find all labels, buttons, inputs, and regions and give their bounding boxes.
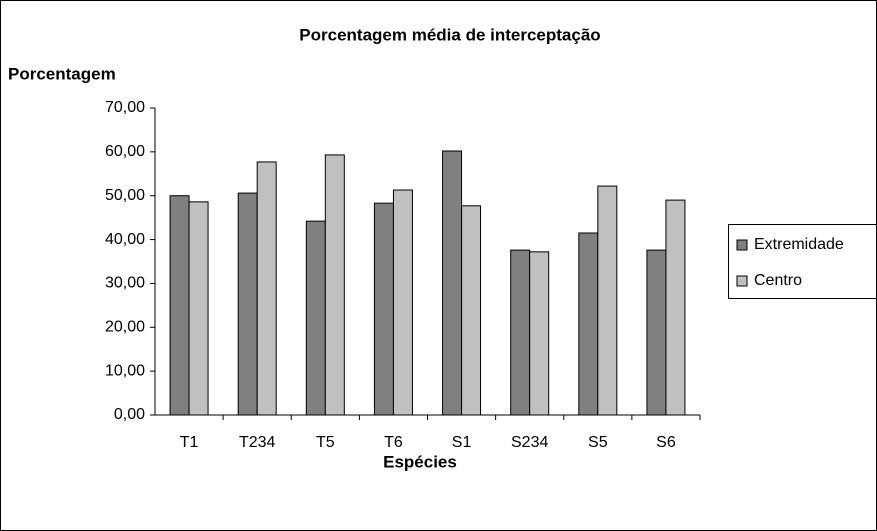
x-tick-label: S234 bbox=[511, 434, 548, 451]
y-tick-label: 70,00 bbox=[105, 99, 145, 116]
bar bbox=[442, 150, 463, 416]
x-tick-label: S5 bbox=[588, 434, 608, 451]
x-tick-label: T5 bbox=[316, 434, 335, 451]
legend-label: Extremidade bbox=[754, 236, 844, 253]
x-tick-label: S6 bbox=[656, 434, 676, 451]
legend-swatch bbox=[736, 239, 748, 251]
bar bbox=[392, 189, 413, 416]
bar bbox=[529, 251, 550, 416]
bar bbox=[169, 195, 190, 416]
y-tick-label: 30,00 bbox=[105, 275, 145, 292]
legend-swatch bbox=[736, 275, 748, 287]
bar bbox=[305, 220, 326, 416]
chart-title: Porcentagem média de interceptação bbox=[299, 25, 600, 44]
x-tick-label: S1 bbox=[452, 434, 472, 451]
y-tick-label: 0,00 bbox=[114, 406, 145, 423]
bar bbox=[256, 161, 277, 416]
legend-label: Centro bbox=[754, 272, 802, 289]
bar bbox=[646, 249, 667, 416]
y-tick-label: 40,00 bbox=[105, 231, 145, 248]
bar bbox=[510, 249, 531, 416]
legend-box bbox=[728, 224, 877, 299]
x-tick-label: T1 bbox=[180, 434, 199, 451]
x-axis-title: Espécies bbox=[383, 452, 457, 471]
y-axis-title: Porcentagem bbox=[8, 64, 116, 83]
y-tick-label: 10,00 bbox=[105, 362, 145, 379]
bar bbox=[188, 201, 209, 416]
bar bbox=[665, 199, 686, 416]
x-tick-label: T234 bbox=[239, 434, 276, 451]
bar bbox=[597, 185, 618, 416]
bar bbox=[324, 154, 345, 416]
x-tick-label: T6 bbox=[384, 434, 403, 451]
bar bbox=[578, 232, 599, 416]
y-tick-label: 50,00 bbox=[105, 187, 145, 204]
bar bbox=[237, 192, 258, 416]
bar bbox=[461, 205, 482, 416]
bar bbox=[373, 202, 394, 416]
y-tick-label: 20,00 bbox=[105, 319, 145, 336]
y-tick-label: 60,00 bbox=[105, 143, 145, 160]
